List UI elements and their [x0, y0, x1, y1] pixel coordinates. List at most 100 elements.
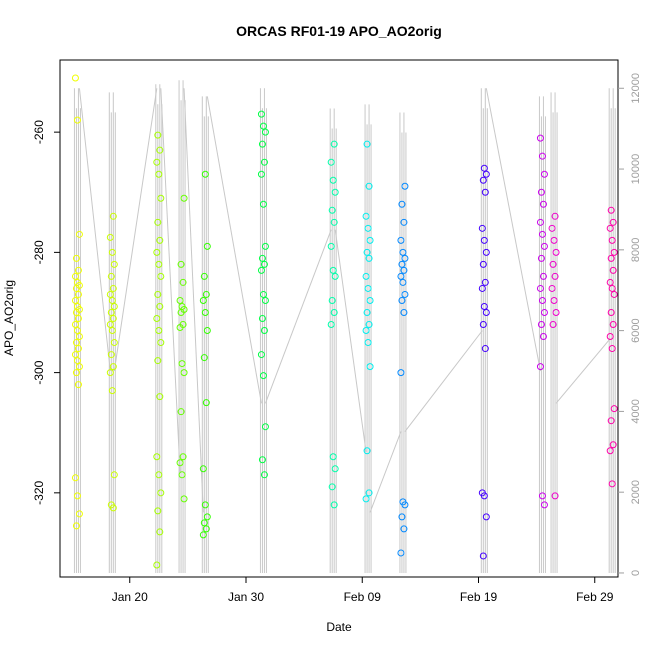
- data-point: [362, 327, 370, 335]
- data-point: [331, 465, 339, 473]
- data-point: [401, 501, 409, 509]
- data-point: [71, 474, 79, 482]
- data-point: [74, 290, 82, 298]
- data-point: [549, 260, 557, 268]
- data-point: [327, 242, 335, 250]
- data-point: [610, 290, 618, 298]
- data-point: [609, 266, 617, 274]
- data-point: [328, 206, 336, 214]
- data-point: [607, 417, 615, 425]
- data-point: [363, 447, 371, 455]
- data-point: [106, 321, 114, 329]
- data-point: [106, 290, 114, 298]
- data-point: [108, 387, 116, 395]
- data-point: [157, 489, 165, 497]
- data-point: [71, 321, 79, 329]
- data-point: [363, 248, 371, 256]
- data-point: [540, 308, 548, 316]
- data-point: [106, 233, 114, 241]
- data-point: [260, 158, 268, 166]
- data-point: [478, 284, 486, 292]
- data-point: [607, 206, 615, 214]
- data-point: [479, 552, 487, 560]
- data-point: [328, 483, 336, 491]
- data-point: [537, 321, 545, 329]
- y-axis-label: APO_AO2orig: [2, 280, 16, 356]
- data-point: [397, 369, 405, 377]
- x-axis: Jan 20 Jan 30 Feb 09 Feb 19 Feb 29: [112, 576, 614, 604]
- data-point: [329, 266, 337, 274]
- data-point: [363, 308, 371, 316]
- data-point: [153, 315, 161, 322]
- data-point: [201, 308, 209, 316]
- data-point: [156, 146, 164, 154]
- data-point: [199, 296, 207, 304]
- data-point: [540, 170, 548, 178]
- data-point: [398, 296, 406, 304]
- data-point: [201, 170, 209, 178]
- y2-tick-label: 2000: [630, 480, 642, 504]
- altitude-transit-line: [78, 88, 111, 372]
- data-point: [362, 495, 370, 503]
- data-point: [328, 296, 336, 304]
- data-point: [479, 321, 487, 329]
- data-point: [180, 194, 188, 202]
- x-tick-label: Feb 29: [576, 590, 614, 604]
- data-point: [397, 549, 405, 557]
- data-point: [260, 327, 268, 335]
- data-point: [200, 354, 208, 362]
- data-point: [608, 284, 616, 292]
- data-point: [108, 296, 116, 304]
- data-point: [365, 182, 373, 190]
- data-point: [400, 308, 408, 316]
- data-point: [109, 212, 117, 220]
- data-point: [329, 453, 337, 461]
- data-point: [154, 507, 162, 515]
- data-point: [71, 296, 79, 304]
- data-point: [362, 272, 370, 280]
- data-point: [482, 248, 490, 256]
- data-point: [260, 471, 268, 479]
- data-point: [258, 140, 266, 148]
- data-point: [397, 236, 405, 244]
- data-point: [606, 333, 614, 341]
- data-point: [364, 224, 372, 232]
- data-point: [366, 363, 374, 371]
- data-point: [73, 116, 81, 124]
- data-point: [610, 248, 618, 256]
- data-point: [551, 212, 559, 220]
- data-point: [73, 327, 81, 335]
- data-point: [107, 308, 115, 316]
- data-point: [329, 176, 337, 184]
- data-point: [109, 504, 117, 512]
- data-point: [538, 230, 546, 238]
- data-point: [177, 408, 185, 416]
- data-point: [552, 308, 560, 316]
- altitude-transit-line: [113, 88, 158, 372]
- data-point: [200, 519, 208, 527]
- x-axis-label: Date: [326, 620, 352, 634]
- data-point: [327, 321, 335, 329]
- data-point: [481, 278, 489, 286]
- data-point: [258, 456, 266, 464]
- altitude-transit-line: [183, 88, 204, 513]
- data-point: [478, 224, 486, 232]
- data-point: [199, 465, 207, 473]
- y2-tick-label: 0: [630, 570, 642, 576]
- data-point: [364, 339, 372, 347]
- y-tick-label: -260: [32, 120, 46, 144]
- y2-axis: 0 2000 4000 6000 8000 10000 12000: [618, 73, 642, 576]
- data-point: [330, 218, 338, 226]
- data-point: [365, 254, 373, 262]
- data-point: [201, 501, 209, 509]
- data-point: [363, 140, 371, 148]
- data-point: [75, 510, 83, 518]
- data-point: [178, 471, 186, 479]
- data-point: [257, 266, 265, 274]
- data-point: [330, 501, 338, 509]
- data-point: [548, 284, 556, 292]
- data-point: [536, 284, 544, 292]
- data-point: [538, 492, 546, 500]
- data-point: [74, 381, 82, 389]
- x-tick-label: Feb 19: [460, 590, 498, 604]
